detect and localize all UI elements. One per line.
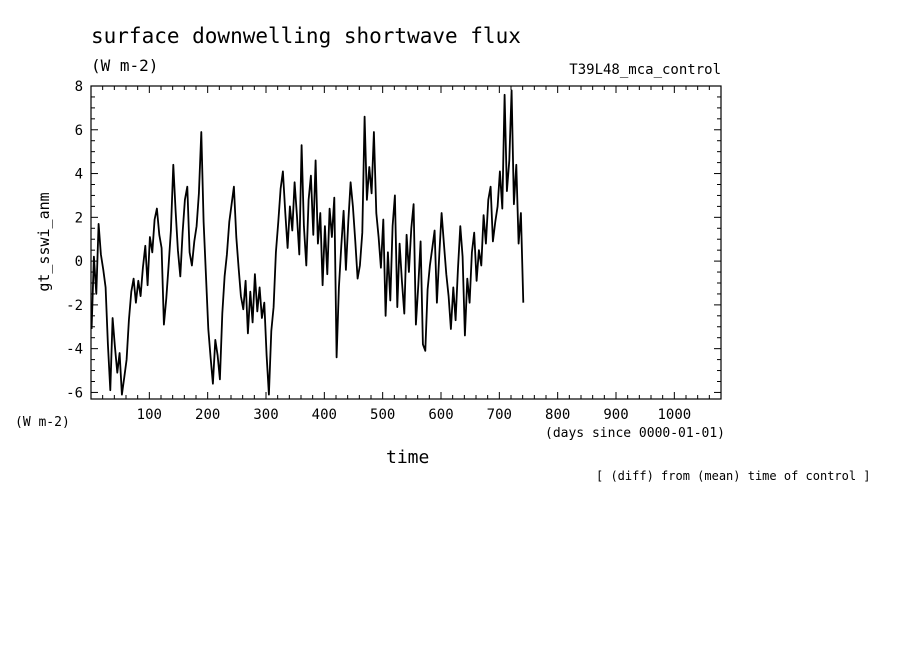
y-tick-label: 6 bbox=[75, 123, 83, 139]
y-axis-ticks: -6 -4 -2 0 2 4 6 8 bbox=[66, 79, 721, 401]
y-tick-label: -2 bbox=[66, 298, 83, 314]
x-tick-label: 200 bbox=[195, 407, 220, 423]
y-tick-label: 4 bbox=[75, 167, 83, 183]
x-tick-label: 1000 bbox=[657, 407, 691, 423]
y-axis-units: (W m-2) bbox=[15, 415, 70, 430]
y-tick-label: 2 bbox=[75, 210, 83, 226]
y-tick-label: -4 bbox=[66, 342, 83, 358]
x-axis-units: (days since 0000-01-01) bbox=[545, 426, 726, 441]
footnote: [ (diff) from (mean) time of control ] bbox=[596, 469, 871, 483]
y-tick-label: -6 bbox=[66, 385, 83, 401]
x-tick-label: 500 bbox=[370, 407, 395, 423]
y-tick-label: 8 bbox=[75, 79, 83, 95]
x-tick-label: 100 bbox=[137, 407, 162, 423]
x-tick-label: 700 bbox=[487, 407, 512, 423]
x-tick-label: 600 bbox=[428, 407, 453, 423]
series-line bbox=[90, 89, 525, 396]
x-axis-label: time bbox=[386, 447, 430, 468]
run-label: T39L48_mca_control bbox=[569, 62, 721, 78]
chart-title: surface downwelling shortwave flux bbox=[91, 24, 521, 48]
x-tick-label: 400 bbox=[312, 407, 337, 423]
x-axis-ticks: 100 200 300 400 500 600 700 800 900 1000 bbox=[102, 86, 710, 423]
x-tick-label: 300 bbox=[253, 407, 278, 423]
y-tick-label: 0 bbox=[75, 254, 83, 270]
chart-units: (W m-2) bbox=[91, 56, 159, 75]
x-tick-label: 800 bbox=[545, 407, 570, 423]
x-tick-label: 900 bbox=[603, 407, 628, 423]
